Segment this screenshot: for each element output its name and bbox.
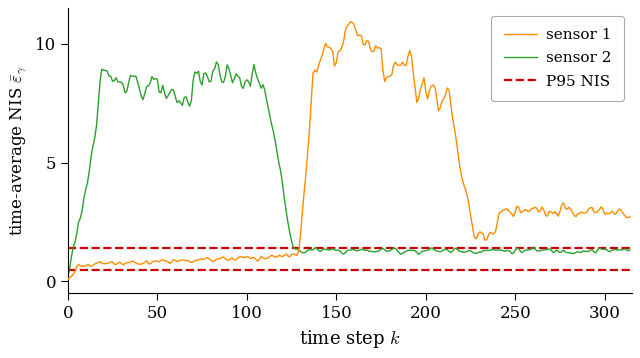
sensor 1 bbox=[347, 19, 355, 24]
sensor 1 bbox=[442, 93, 449, 97]
sensor 2 bbox=[410, 248, 417, 252]
Y-axis label: time-average NIS $\bar{\varepsilon}_\gamma$: time-average NIS $\bar{\varepsilon}_\gam… bbox=[8, 66, 29, 236]
sensor 1 bbox=[64, 277, 72, 282]
Legend: sensor 1, sensor 2, P95 NIS: sensor 1, sensor 2, P95 NIS bbox=[492, 16, 624, 101]
sensor 1 bbox=[626, 214, 634, 219]
sensor 2 bbox=[603, 247, 611, 252]
Line: sensor 1: sensor 1 bbox=[68, 21, 630, 280]
sensor 2 bbox=[445, 249, 453, 253]
sensor 2 bbox=[442, 247, 449, 252]
sensor 1 bbox=[78, 264, 86, 268]
Line: sensor 2: sensor 2 bbox=[68, 62, 630, 277]
P95 NIS bbox=[66, 246, 74, 250]
sensor 1 bbox=[445, 88, 453, 92]
sensor 2 bbox=[78, 208, 86, 213]
sensor 1 bbox=[410, 71, 417, 76]
sensor 2 bbox=[374, 249, 381, 253]
P95 NIS bbox=[64, 246, 72, 250]
X-axis label: time step $k$: time step $k$ bbox=[299, 328, 401, 350]
sensor 1 bbox=[603, 211, 611, 215]
sensor 2 bbox=[212, 60, 220, 64]
sensor 1 bbox=[374, 46, 381, 50]
sensor 2 bbox=[64, 275, 72, 279]
sensor 2 bbox=[626, 248, 634, 252]
